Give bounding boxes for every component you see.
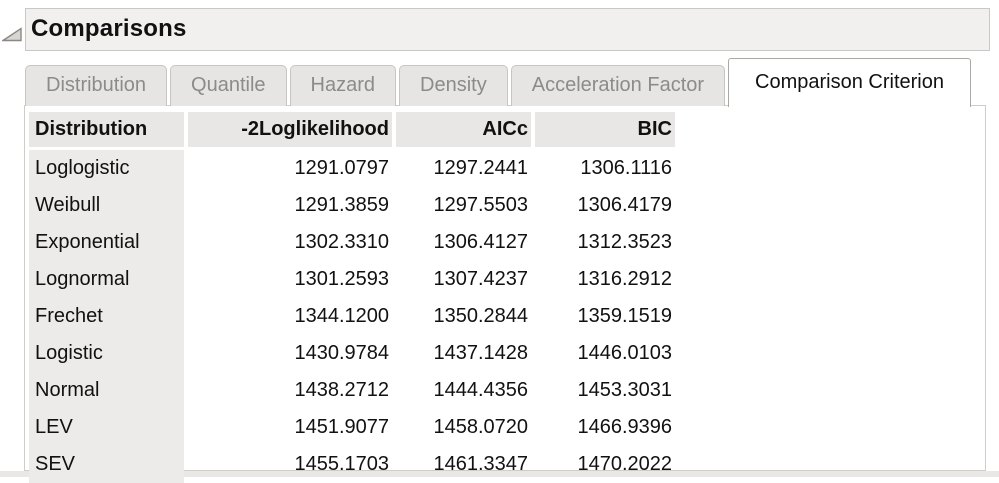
comparison-criterion-panel: Distribution -2Loglikelihood AICc BIC Lo… (24, 105, 986, 483)
table-row: Normal 1438.2712 1444.4356 1453.3031 (29, 372, 675, 409)
tab-distribution[interactable]: Distribution (25, 65, 168, 106)
tab-density[interactable]: Density (399, 65, 508, 106)
bottom-edge-strip (0, 471, 999, 477)
neg2ll-cell: 1430.9784 (294, 342, 389, 364)
aicc-cell: 1297.2441 (433, 157, 528, 179)
neg2ll-cell: 1451.9077 (294, 416, 389, 438)
aicc-cell: 1461.3347 (433, 453, 528, 475)
tab-quantile[interactable]: Quantile (170, 65, 287, 106)
distribution-cell: Lognormal (29, 261, 184, 298)
aicc-cell: 1444.4356 (433, 379, 528, 401)
tab-acceleration-factor[interactable]: Acceleration Factor (510, 65, 726, 106)
distribution-cell: Logistic (29, 335, 184, 372)
distribution-cell: Normal (29, 372, 184, 409)
aicc-cell: 1307.4237 (433, 268, 528, 290)
bic-cell: 1316.2912 (577, 268, 672, 290)
bic-cell: 1306.1116 (580, 157, 672, 179)
neg2ll-cell: 1291.3859 (294, 194, 389, 216)
table-row: Loglogistic 1291.0797 1297.2441 1306.111… (29, 150, 675, 187)
bic-cell: 1306.4179 (577, 194, 672, 216)
table-row: Exponential 1302.3310 1306.4127 1312.352… (29, 224, 675, 261)
neg2ll-cell: 1455.1703 (294, 453, 389, 475)
column-header-neg2loglikelihood: -2Loglikelihood (188, 112, 392, 150)
bic-cell: 1446.0103 (577, 342, 672, 364)
table-row: Weibull 1291.3859 1297.5503 1306.4179 (29, 187, 675, 224)
neg2ll-cell: 1344.1200 (294, 305, 389, 327)
tab-bar: Distribution Quantile Hazard Density Acc… (25, 57, 971, 107)
bic-cell: 1470.2022 (577, 453, 672, 475)
table-row: Logistic 1430.9784 1437.1428 1446.0103 (29, 335, 675, 372)
table-row: Lognormal 1301.2593 1307.4237 1316.2912 (29, 261, 675, 298)
distribution-cell: LEV (29, 409, 184, 446)
table-header-row: Distribution -2Loglikelihood AICc BIC (29, 112, 675, 150)
comparison-criterion-table: Distribution -2Loglikelihood AICc BIC Lo… (25, 112, 679, 483)
table-row: SEV 1455.1703 1461.3347 1470.2022 (29, 446, 675, 483)
aicc-cell: 1306.4127 (433, 231, 528, 253)
column-header-bic: BIC (535, 112, 675, 150)
neg2ll-cell: 1291.0797 (294, 157, 389, 179)
column-header-aicc: AICc (396, 112, 531, 150)
tab-comparison-criterion[interactable]: Comparison Criterion (728, 58, 971, 107)
neg2ll-cell: 1302.3310 (294, 231, 389, 253)
distribution-cell: Frechet (29, 298, 184, 335)
bic-cell: 1453.3031 (577, 379, 672, 401)
distribution-cell: SEV (29, 446, 184, 483)
table-row: LEV 1451.9077 1458.0720 1466.9396 (29, 409, 675, 446)
outline-header: Comparisons (2, 8, 990, 51)
bic-cell: 1312.3523 (577, 231, 672, 253)
neg2ll-cell: 1438.2712 (294, 379, 389, 401)
aicc-cell: 1350.2844 (433, 305, 528, 327)
panel-title[interactable]: Comparisons (25, 8, 990, 51)
bic-cell: 1359.1519 (577, 305, 672, 327)
bic-cell: 1466.9396 (577, 416, 672, 438)
distribution-cell: Weibull (29, 187, 184, 224)
distribution-cell: Loglogistic (29, 150, 184, 187)
aicc-cell: 1458.0720 (433, 416, 528, 438)
tab-hazard[interactable]: Hazard (289, 65, 397, 106)
table-row: Frechet 1344.1200 1350.2844 1359.1519 (29, 298, 675, 335)
aicc-cell: 1437.1428 (433, 342, 528, 364)
neg2ll-cell: 1301.2593 (294, 268, 389, 290)
disclosure-open-icon[interactable] (2, 27, 22, 42)
aicc-cell: 1297.5503 (433, 194, 528, 216)
column-header-distribution: Distribution (29, 112, 184, 150)
distribution-cell: Exponential (29, 224, 184, 261)
